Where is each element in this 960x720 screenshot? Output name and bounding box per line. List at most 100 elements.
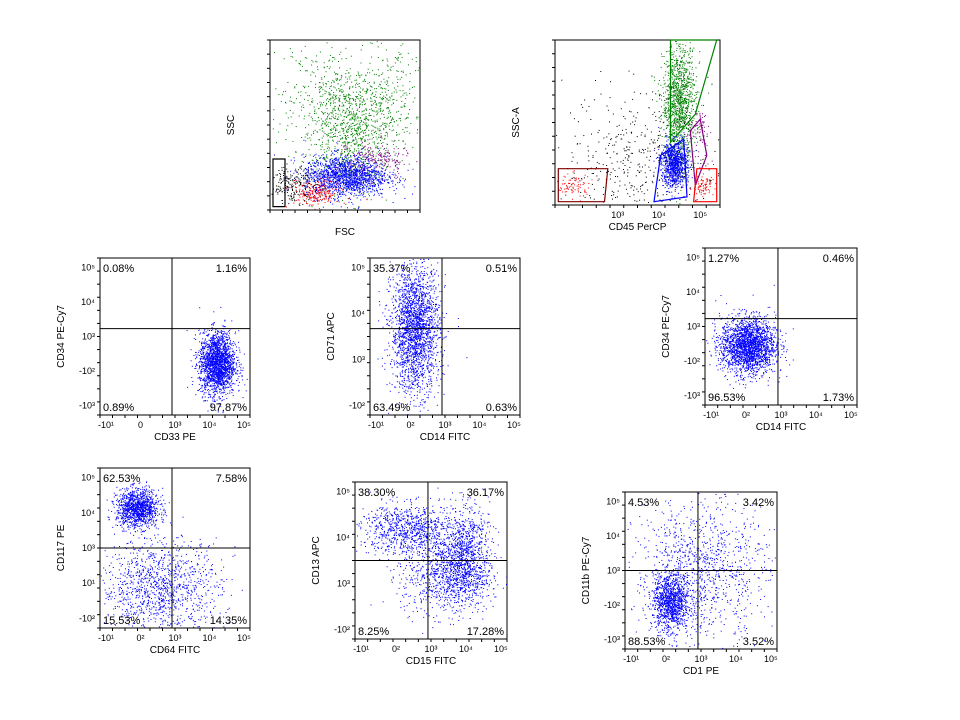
data-point [353, 112, 355, 114]
data-point [356, 169, 358, 171]
data-point [301, 65, 303, 67]
data-point [317, 192, 319, 194]
data-point [353, 162, 354, 164]
data-point [352, 135, 354, 137]
data-point [308, 115, 310, 117]
data-point [338, 201, 340, 203]
data-point [686, 147, 688, 149]
data-point [680, 101, 682, 103]
data-point [333, 169, 335, 171]
data-point [681, 111, 683, 113]
data-point [679, 43, 681, 45]
data-point [678, 43, 680, 45]
data-point [388, 160, 390, 162]
data-point [686, 85, 688, 86]
data-point [328, 195, 330, 197]
data-point [693, 84, 694, 86]
data-point [341, 153, 343, 155]
data-point [346, 129, 348, 131]
data-point [373, 96, 375, 97]
data-point [367, 170, 369, 172]
data-point [351, 166, 353, 168]
data-point [666, 51, 668, 53]
data-point [342, 170, 344, 172]
data-point [393, 160, 395, 162]
data-point [331, 89, 333, 91]
data-point [378, 185, 379, 187]
data-point [389, 187, 391, 188]
data-point [364, 149, 366, 151]
data-point [378, 142, 380, 144]
data-point [363, 165, 365, 167]
data-point [342, 188, 344, 190]
data-point [297, 180, 299, 182]
data-point [672, 113, 674, 115]
data-point [679, 64, 680, 66]
data-point [661, 99, 662, 101]
data-point [359, 75, 361, 77]
data-point [317, 160, 319, 162]
data-point [332, 57, 334, 58]
data-point [362, 44, 363, 46]
data-point [362, 138, 363, 140]
data-point [342, 174, 344, 176]
data-point [362, 183, 364, 184]
data-point [366, 182, 367, 184]
data-point [350, 75, 352, 77]
data-point [378, 148, 380, 150]
data-point [380, 143, 382, 144]
data-point [389, 68, 391, 70]
data-point [681, 99, 683, 100]
data-point [343, 94, 345, 96]
data-point [283, 179, 285, 181]
data-point [350, 187, 352, 189]
data-point [368, 114, 370, 116]
data-point [329, 160, 331, 162]
data-point [359, 173, 361, 175]
data-point [391, 140, 393, 142]
data-point [666, 147, 668, 149]
data-point [350, 181, 352, 183]
data-point [342, 111, 344, 113]
data-point [341, 175, 343, 177]
data-point [375, 94, 377, 96]
data-point [693, 83, 695, 85]
data-point [379, 172, 381, 174]
data-point [317, 188, 319, 190]
data-point [363, 179, 364, 181]
data-point [382, 99, 384, 101]
data-point [358, 126, 360, 128]
data-point [405, 98, 407, 100]
data-point [306, 202, 307, 204]
data-point [691, 121, 692, 123]
data-point [653, 76, 655, 78]
data-point [367, 159, 369, 161]
data-point [689, 72, 691, 74]
data-point [674, 110, 676, 112]
data-point [675, 110, 677, 112]
data-point [658, 80, 660, 81]
data-point [297, 169, 299, 171]
data-point [663, 108, 665, 110]
data-point [303, 194, 305, 196]
data-point [349, 163, 351, 165]
data-point [682, 145, 684, 146]
data-point [670, 176, 672, 178]
data-point [666, 127, 668, 129]
data-point [678, 123, 680, 125]
data-point [385, 126, 387, 128]
data-point [311, 171, 313, 173]
data-point [365, 175, 367, 177]
data-point [337, 195, 339, 197]
data-point [378, 134, 380, 136]
data-point [295, 190, 297, 192]
data-point [360, 137, 361, 139]
data-point [355, 133, 357, 135]
data-point [393, 129, 395, 131]
data-point [341, 167, 343, 169]
data-point [297, 182, 298, 184]
data-point [372, 164, 374, 166]
data-point [351, 134, 353, 135]
data-point [362, 175, 363, 177]
